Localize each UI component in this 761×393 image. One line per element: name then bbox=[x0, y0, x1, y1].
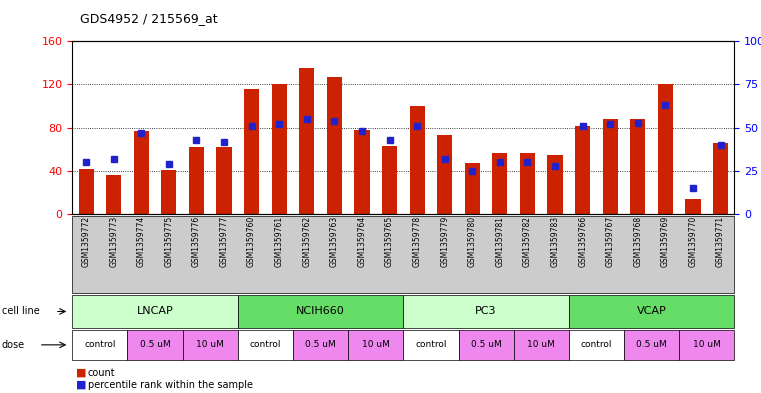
Bar bbox=[658, 84, 673, 214]
Bar bbox=[686, 199, 701, 214]
Bar bbox=[713, 143, 728, 214]
Bar bbox=[465, 163, 480, 214]
Text: 0.5 uM: 0.5 uM bbox=[636, 340, 667, 349]
Bar bbox=[409, 106, 425, 214]
Text: GDS4952 / 215569_at: GDS4952 / 215569_at bbox=[80, 12, 218, 25]
Text: 0.5 uM: 0.5 uM bbox=[140, 340, 170, 349]
Bar bbox=[547, 155, 562, 214]
Text: 0.5 uM: 0.5 uM bbox=[471, 340, 501, 349]
Bar bbox=[575, 125, 591, 214]
Text: 10 uM: 10 uM bbox=[527, 340, 556, 349]
Bar bbox=[630, 119, 645, 214]
Text: 10 uM: 10 uM bbox=[361, 340, 390, 349]
Text: NCIH660: NCIH660 bbox=[296, 307, 345, 316]
Text: control: control bbox=[581, 340, 612, 349]
Bar bbox=[244, 89, 260, 214]
Text: cell line: cell line bbox=[2, 307, 40, 316]
Text: control: control bbox=[84, 340, 116, 349]
Bar bbox=[520, 152, 535, 214]
Bar bbox=[299, 68, 314, 214]
Bar bbox=[382, 146, 397, 214]
Text: LNCAP: LNCAP bbox=[137, 307, 174, 316]
Text: 0.5 uM: 0.5 uM bbox=[305, 340, 336, 349]
Bar bbox=[106, 175, 121, 214]
Text: 10 uM: 10 uM bbox=[693, 340, 721, 349]
Text: dose: dose bbox=[2, 340, 24, 350]
Bar bbox=[78, 169, 94, 214]
Text: control: control bbox=[416, 340, 447, 349]
Bar bbox=[355, 130, 370, 214]
Bar bbox=[134, 131, 149, 214]
Bar bbox=[189, 147, 204, 214]
Text: ■: ■ bbox=[76, 380, 87, 390]
Text: count: count bbox=[88, 367, 115, 378]
Bar bbox=[437, 135, 452, 214]
Text: percentile rank within the sample: percentile rank within the sample bbox=[88, 380, 253, 390]
Text: 10 uM: 10 uM bbox=[196, 340, 224, 349]
Bar bbox=[216, 147, 231, 214]
Bar bbox=[326, 77, 342, 214]
Bar bbox=[161, 170, 177, 214]
Text: ■: ■ bbox=[76, 367, 87, 378]
Text: control: control bbox=[250, 340, 281, 349]
Text: VCAP: VCAP bbox=[637, 307, 667, 316]
Text: PC3: PC3 bbox=[476, 307, 497, 316]
Bar bbox=[492, 152, 508, 214]
Bar bbox=[603, 119, 618, 214]
Bar bbox=[272, 84, 287, 214]
